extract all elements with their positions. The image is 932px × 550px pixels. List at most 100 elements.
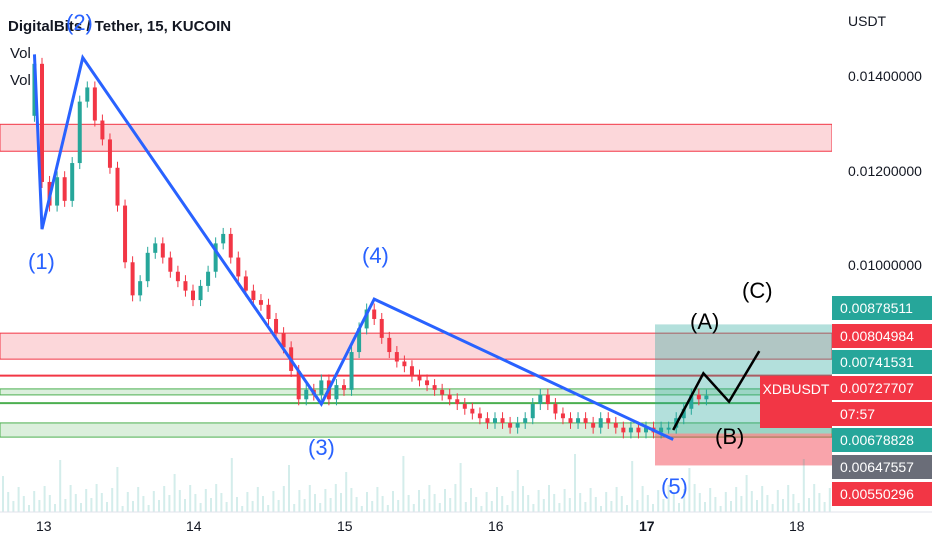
candle-body [636, 427, 641, 433]
candle-body [553, 404, 558, 414]
volume-bar [54, 504, 56, 512]
candle-body [628, 427, 633, 433]
candle-body [243, 276, 248, 291]
resistance-zone [0, 123, 833, 152]
volume-bar [480, 506, 483, 512]
volume-bar [693, 484, 696, 512]
candle-body [138, 281, 143, 296]
volume-bar [418, 490, 420, 512]
elliott-wave-path [32, 54, 674, 441]
candle-body [477, 413, 482, 419]
candle-body [568, 418, 573, 423]
candle-body [175, 271, 180, 282]
volume-bar [558, 503, 561, 512]
candle-body [281, 333, 286, 348]
volume-bar [776, 490, 779, 512]
time-tick-current: 17 [639, 518, 655, 534]
volume-bar [106, 502, 108, 512]
volume-bar [100, 493, 103, 512]
candle-body [417, 375, 422, 381]
time-tick: 14 [186, 518, 202, 534]
volume-bar [496, 487, 498, 512]
volume-bar [548, 485, 550, 512]
volume-bar [272, 491, 275, 512]
volume-bar [735, 487, 738, 512]
volume-bar [527, 495, 530, 512]
volume-bar [506, 505, 509, 512]
volume-bar [371, 501, 374, 512]
volume-bar [2, 476, 4, 512]
time-tick: 13 [36, 518, 52, 534]
candle-body [304, 389, 309, 400]
volume-bar [345, 472, 348, 512]
volume-bar [631, 461, 634, 512]
candle-body [704, 395, 709, 400]
volume-bar [360, 506, 363, 512]
volume-bar [423, 499, 426, 512]
chart-title[interactable]: DigitalBits / Tether, 15, KUCOIN [8, 18, 232, 35]
candle-body [115, 167, 120, 206]
volume-bar [163, 486, 166, 512]
volume-bar [802, 459, 805, 512]
candle-body [266, 304, 271, 319]
wave-label-1: (1) [28, 249, 55, 274]
volume-bar [766, 495, 769, 512]
candle-body [206, 271, 211, 286]
candle-body [545, 394, 550, 405]
candle-body [85, 87, 90, 102]
candle-body [493, 418, 497, 423]
volume-bar [683, 489, 686, 512]
candle-body [523, 418, 528, 423]
volume-bar [69, 485, 72, 512]
volume-bar [542, 499, 545, 512]
price-badge-green-line: 0.00741531 [832, 350, 932, 374]
volume-bar [246, 492, 249, 512]
candle-body [274, 318, 279, 334]
candle-body [191, 290, 195, 301]
volume-bar [256, 487, 259, 512]
volume-bar [132, 501, 134, 512]
volume-bar [787, 485, 790, 512]
candle-body [606, 418, 611, 423]
volume-bar [152, 491, 155, 512]
volume-indicator-label[interactable]: Vol [10, 45, 31, 62]
volume-bar [818, 493, 821, 512]
time-tick: 15 [337, 518, 353, 534]
volume-bar [568, 498, 571, 512]
volume-bar [64, 499, 67, 512]
volume-bar [319, 503, 322, 512]
volume-bar [828, 488, 831, 512]
candle-body [621, 427, 626, 433]
wave-label-5: (5) [661, 474, 688, 499]
candle-body [221, 233, 226, 244]
symbol-name: XDBUSDT [762, 381, 830, 397]
candle-body [538, 394, 543, 405]
volume-bar [204, 489, 207, 512]
volume-bar [537, 490, 540, 512]
wave-label-2: (2) [66, 10, 93, 35]
volume-bar [168, 495, 171, 512]
candle-body [508, 422, 513, 428]
volume-bar [402, 456, 405, 512]
candle-body [447, 394, 452, 400]
projection-path [672, 350, 761, 431]
candle-body [100, 120, 105, 140]
candle-body [62, 177, 67, 201]
candle-body [32, 63, 37, 116]
volume-bar [324, 489, 327, 512]
volume-bar [574, 454, 576, 512]
volume-bar [366, 492, 368, 512]
candle-body [576, 418, 581, 423]
volume-bar [662, 499, 665, 512]
volume-indicator-label-2[interactable]: Vol [10, 72, 31, 89]
volume-bar [303, 499, 306, 512]
candle-body [342, 385, 346, 390]
candle-body [77, 101, 82, 164]
volume-bar [620, 496, 623, 512]
volume-bar [782, 499, 784, 512]
volume-bar [17, 487, 20, 512]
candle-body [160, 243, 165, 258]
volume-bar [646, 495, 649, 512]
volume-bar [262, 496, 264, 512]
